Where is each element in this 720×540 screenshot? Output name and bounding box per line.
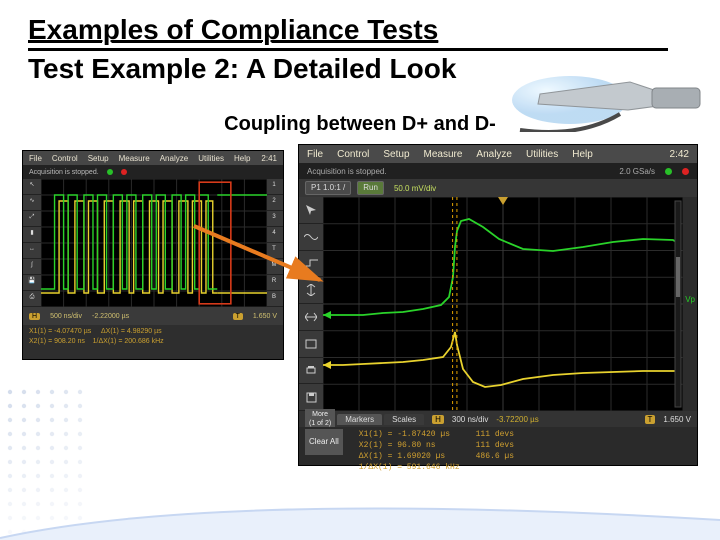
ch4-icon[interactable]: 4 (265, 227, 283, 243)
sidebar-left-small[interactable]: ↖ ∿ ⤢ ▮ ↔ ∫ 💾 ⎙ (23, 179, 41, 307)
menu-analyze[interactable]: Analyze (160, 154, 188, 163)
stop-led-icon (121, 169, 127, 175)
tool-print-icon[interactable]: ⎙ (23, 291, 41, 307)
acq-bar-large: Acquisition is stopped. 2.0 GSa/s (299, 163, 697, 179)
menu-file[interactable]: File (29, 154, 42, 163)
menu-setup[interactable]: Setup (88, 154, 109, 163)
acq-status-large: Acquisition is stopped. (307, 167, 387, 176)
meas-col-1: X1(1) = -1.87420 µs X2(1) = 96.80 ns ΔX(… (359, 429, 460, 463)
more-label: More(1 of 2) (305, 409, 335, 429)
tool-marker-icon[interactable]: ▮ (23, 227, 41, 243)
ch2-icon[interactable]: 2 (265, 195, 283, 211)
waveform-screen-small (41, 179, 267, 307)
horiz-scale-small[interactable]: 500 ns/div (50, 313, 82, 320)
menu-help[interactable]: Help (234, 154, 250, 163)
decoration-swoosh (0, 480, 720, 540)
probe-button[interactable]: P1 1.0:1 / (305, 181, 351, 195)
trig-level-small[interactable]: 1.650 V (253, 313, 277, 320)
menu-setup-lg[interactable]: Setup (383, 149, 409, 160)
panels: File Control Setup Measure Analyze Utili… (0, 144, 720, 484)
trig-label: T (233, 313, 243, 320)
tool-wave-icon[interactable]: ∿ (23, 195, 41, 211)
acq-status-small: Acquisition is stopped. (29, 169, 99, 176)
title-line-1: Examples of Compliance Tests (28, 14, 668, 51)
clear-all-button[interactable]: Clear All (305, 429, 343, 455)
waveform-screen-large (323, 197, 683, 411)
volt-range[interactable]: 50.0 mV/div (390, 184, 440, 193)
sidebar-right-small[interactable]: 1 2 3 4 T M R B (265, 179, 283, 307)
stop-led-icon-lg (682, 168, 689, 175)
menu-utilities-lg[interactable]: Utilities (526, 149, 558, 160)
ref-icon[interactable]: R (265, 275, 283, 291)
oscilloscope-small: File Control Setup Measure Analyze Utili… (22, 150, 284, 360)
vp-label: Vp (685, 295, 695, 304)
tool-vzoom-icon-lg[interactable] (299, 277, 323, 304)
horiz-scale-large[interactable]: 300 ns/div (452, 415, 488, 424)
menu-measure-lg[interactable]: Measure (424, 149, 463, 160)
tool-hzoom-icon-lg[interactable] (299, 304, 323, 331)
tool-zoom-icon[interactable]: ⤢ (23, 211, 41, 227)
clock-large: 2:42 (670, 149, 689, 160)
tool-print-icon-lg[interactable] (299, 358, 323, 385)
timebase-bar-small: H 500 ns/div -2.22000 µs T 1.650 V (23, 307, 283, 325)
meas-col-2: 111 devs 111 devs 486.6 µs (476, 429, 514, 463)
menu-control[interactable]: Control (52, 154, 78, 163)
menubar-large[interactable]: File Control Setup Measure Analyze Utili… (299, 145, 697, 163)
tool-save-icon[interactable]: 💾 (23, 275, 41, 291)
horiz-label: H (29, 313, 40, 320)
clock-small: 2:41 (261, 154, 277, 163)
measurement-bar-large: Clear All X1(1) = -1.87420 µs X2(1) = 96… (299, 427, 697, 465)
run-led-icon-lg (665, 168, 672, 175)
tabbar-large[interactable]: More(1 of 2) Markers Scales H 300 ns/div… (299, 411, 697, 427)
menu-control-lg[interactable]: Control (337, 149, 369, 160)
ch3-icon[interactable]: 3 (265, 211, 283, 227)
title-block: Examples of Compliance Tests Test Exampl… (0, 0, 720, 89)
tool-cursor-icon[interactable]: ↖ (23, 179, 41, 195)
sidebar-left-large[interactable] (299, 197, 323, 411)
toolbar-large[interactable]: P1 1.0:1 / Run 50.0 mV/div (299, 179, 697, 197)
measurement-bar-small: X1(1) = -4.07470 µs ΔX(1) = 4.98290 µs X… (23, 325, 283, 359)
tab-scales[interactable]: Scales (384, 414, 424, 425)
trig-icon[interactable]: T (265, 243, 283, 259)
menu-analyze-lg[interactable]: Analyze (476, 149, 512, 160)
menu-file-lg[interactable]: File (307, 149, 323, 160)
statusbar-small: Acquisition is stopped. (23, 165, 283, 179)
trig-level-large[interactable]: 1.650 V (663, 415, 691, 424)
tool-fft-icon[interactable]: ∫ (23, 259, 41, 275)
decoration-dots (4, 386, 94, 536)
horiz-offset-small[interactable]: -2.22000 µs (92, 313, 129, 320)
horiz-offset-large[interactable]: -3.72200 µs (496, 415, 538, 424)
tool-disk-icon-lg[interactable] (299, 384, 323, 411)
ch1-icon[interactable]: 1 (265, 179, 283, 195)
oscilloscope-large: File Control Setup Measure Analyze Utili… (298, 144, 698, 466)
sample-rate-large: 2.0 GSa/s (619, 167, 655, 176)
bus-icon[interactable]: B (265, 291, 283, 307)
run-led-icon (107, 169, 113, 175)
tool-edge-icon-lg[interactable] (299, 251, 323, 278)
tool-rect-icon-lg[interactable] (299, 331, 323, 358)
math-icon[interactable]: M (265, 259, 283, 275)
tool-cursor-icon-lg[interactable] (299, 197, 323, 224)
menubar-small[interactable]: File Control Setup Measure Analyze Utili… (23, 151, 283, 165)
tool-measure-icon[interactable]: ↔ (23, 243, 41, 259)
menu-help-lg[interactable]: Help (572, 149, 593, 160)
menu-utilities[interactable]: Utilities (198, 154, 224, 163)
menu-measure[interactable]: Measure (119, 154, 150, 163)
tool-wave-icon-lg[interactable] (299, 224, 323, 251)
title-line-2: Test Example 2: A Detailed Look (28, 53, 692, 85)
tab-markers[interactable]: Markers (337, 414, 382, 425)
run-button[interactable]: Run (357, 181, 384, 195)
subtitle: Coupling between D+ and D- (0, 113, 720, 136)
